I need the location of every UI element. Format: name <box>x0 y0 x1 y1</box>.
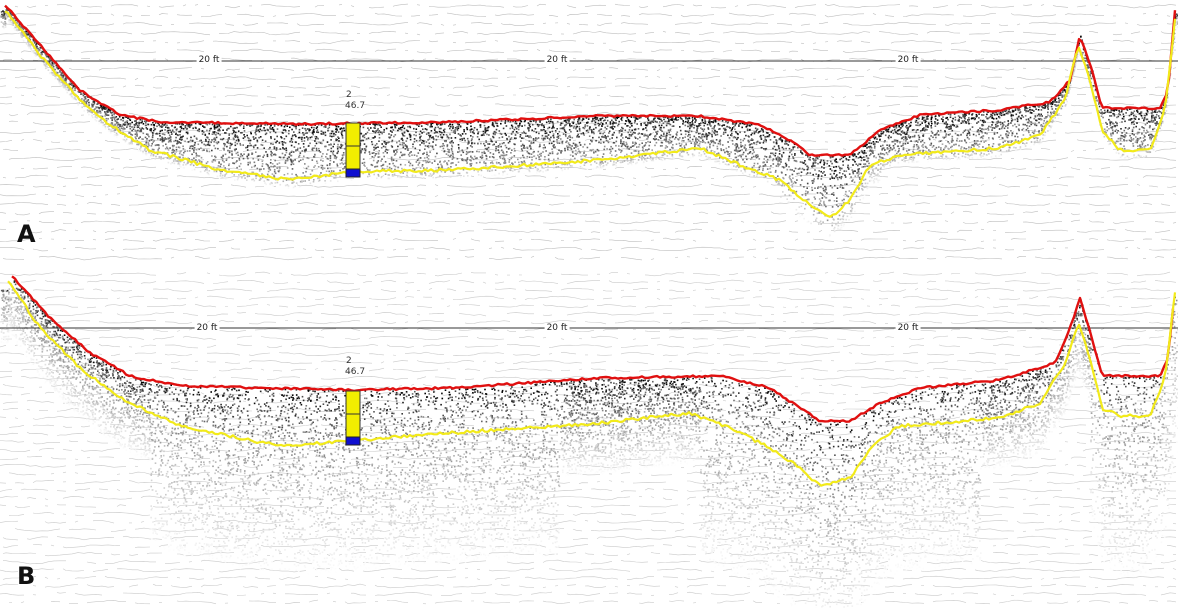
echo-return-band <box>0 280 1178 608</box>
bottom-trace-yellow <box>4 10 1177 218</box>
marker-value-label: 46.7 <box>345 367 366 377</box>
sonar-echogram-a <box>0 3 1178 261</box>
marker-base <box>345 168 361 178</box>
depth-label: 20 ft <box>196 55 222 65</box>
sonar-echogram-b <box>0 268 1178 608</box>
sonar-panel-a: 20 ft 20 ft 20 ft 2 46.7 A <box>0 0 1178 265</box>
marker-id-label: 2 <box>346 90 352 100</box>
panel-label: A <box>17 220 36 248</box>
marker-id-label: 2 <box>346 356 352 366</box>
bottom-trace-yellow <box>7 280 1177 487</box>
depth-label: 20 ft <box>544 55 570 65</box>
depth-label: 20 ft <box>194 323 220 333</box>
depth-label: 20 ft <box>895 55 921 65</box>
surface-trace-red <box>11 275 1175 423</box>
depth-label: 20 ft <box>544 323 570 333</box>
depth-label: 20 ft <box>895 323 921 333</box>
background-noise <box>0 3 1178 261</box>
panel-label: B <box>17 562 36 590</box>
surface-trace-red <box>4 4 1177 157</box>
sonar-panel-b: 20 ft 20 ft 20 ft 2 46.7 B <box>0 268 1178 608</box>
marker-value-label: 46.7 <box>345 101 366 111</box>
marker-base <box>345 436 361 446</box>
